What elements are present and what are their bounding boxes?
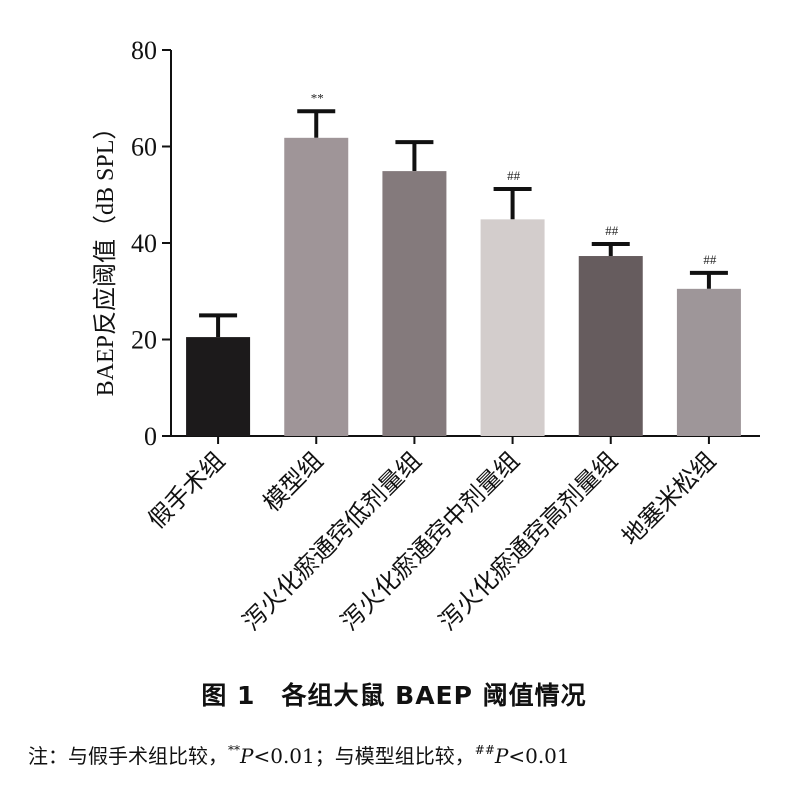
bar [284,137,349,436]
y-axis-label: BAEP反应阈值（dB SPL） [92,116,119,397]
significance-label: ** [311,90,324,105]
note-mark-2: ## [474,743,495,757]
y-tick-label: 20 [131,326,157,355]
category-label: 泻火化瘀通窍中剂量组 [335,446,525,636]
bar [578,256,643,436]
bar [676,288,741,436]
bar [480,219,545,436]
significance-label: ## [605,223,619,238]
figure-caption: 图 1 各组大鼠 BAEP 阈值情况 [201,681,587,710]
bar [186,337,251,436]
note-value-1: <0.01；与模型组比较， [253,744,475,768]
figure-note: 注：与假手术组比较，**P<0.01；与模型组比较，##P<0.01 [28,740,570,769]
note-mark-1: ** [228,743,240,757]
note-p-1: P [240,744,254,768]
category-label: 泻火化瘀通窍低剂量组 [237,446,427,636]
category-label: 泻火化瘀通窍高剂量组 [433,446,623,636]
note-prefix: 注：与假手术组比较， [28,744,228,768]
y-tick-label: 0 [144,422,157,451]
y-tick-label: 80 [131,36,157,65]
significance-label: ## [703,252,717,267]
y-tick-label: 60 [131,133,157,162]
y-tick-label: 40 [131,229,157,258]
note-value-2: <0.01 [508,744,570,768]
significance-label: ## [507,168,521,183]
category-label: 地塞米松组 [617,446,722,551]
note-p-2: P [494,744,509,768]
bar [382,171,447,437]
category-label: 假手术组 [143,446,231,534]
category-label: 模型组 [258,446,329,517]
